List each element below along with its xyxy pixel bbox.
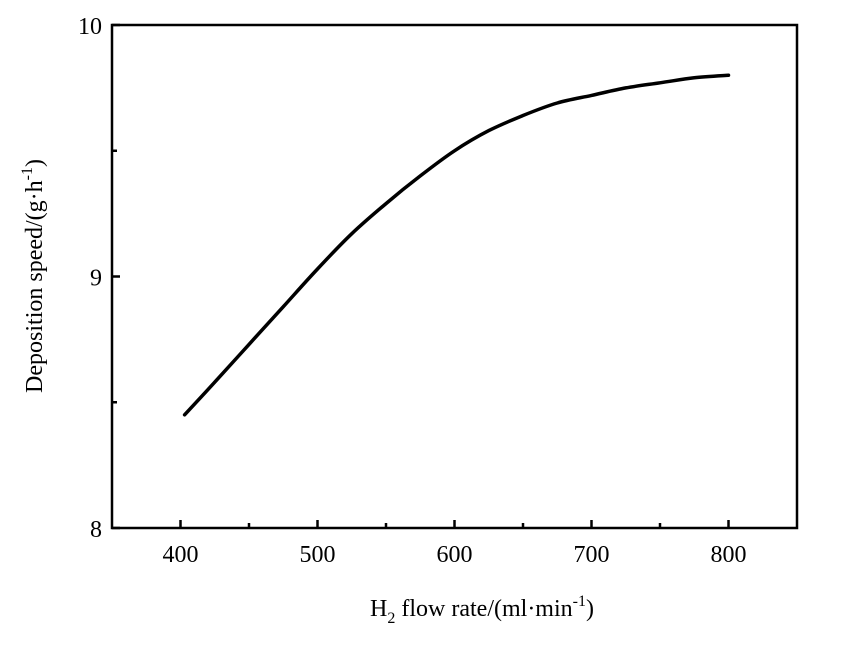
x-tick-label: 500 xyxy=(300,542,336,568)
ticks-layer xyxy=(112,23,730,530)
y-tick-label: 8 xyxy=(90,517,102,543)
x-tick-label: 800 xyxy=(711,542,747,568)
y-tick-label: 9 xyxy=(90,266,102,292)
x-axis-label: H2 flow rate/(ml·min-1) xyxy=(370,593,594,627)
y-tick-label: 10 xyxy=(78,14,102,40)
series-line xyxy=(182,73,731,417)
plot-frame xyxy=(110,23,799,530)
x-tick-label: 600 xyxy=(437,542,473,568)
x-tick-label: 400 xyxy=(163,542,199,568)
y-axis-label: Deposition speed/(g·h-1) xyxy=(19,159,48,393)
x-tick-label: 700 xyxy=(574,542,610,568)
tick-labels-layer: 400 500 600 700 800 8 9 10 xyxy=(78,14,747,568)
